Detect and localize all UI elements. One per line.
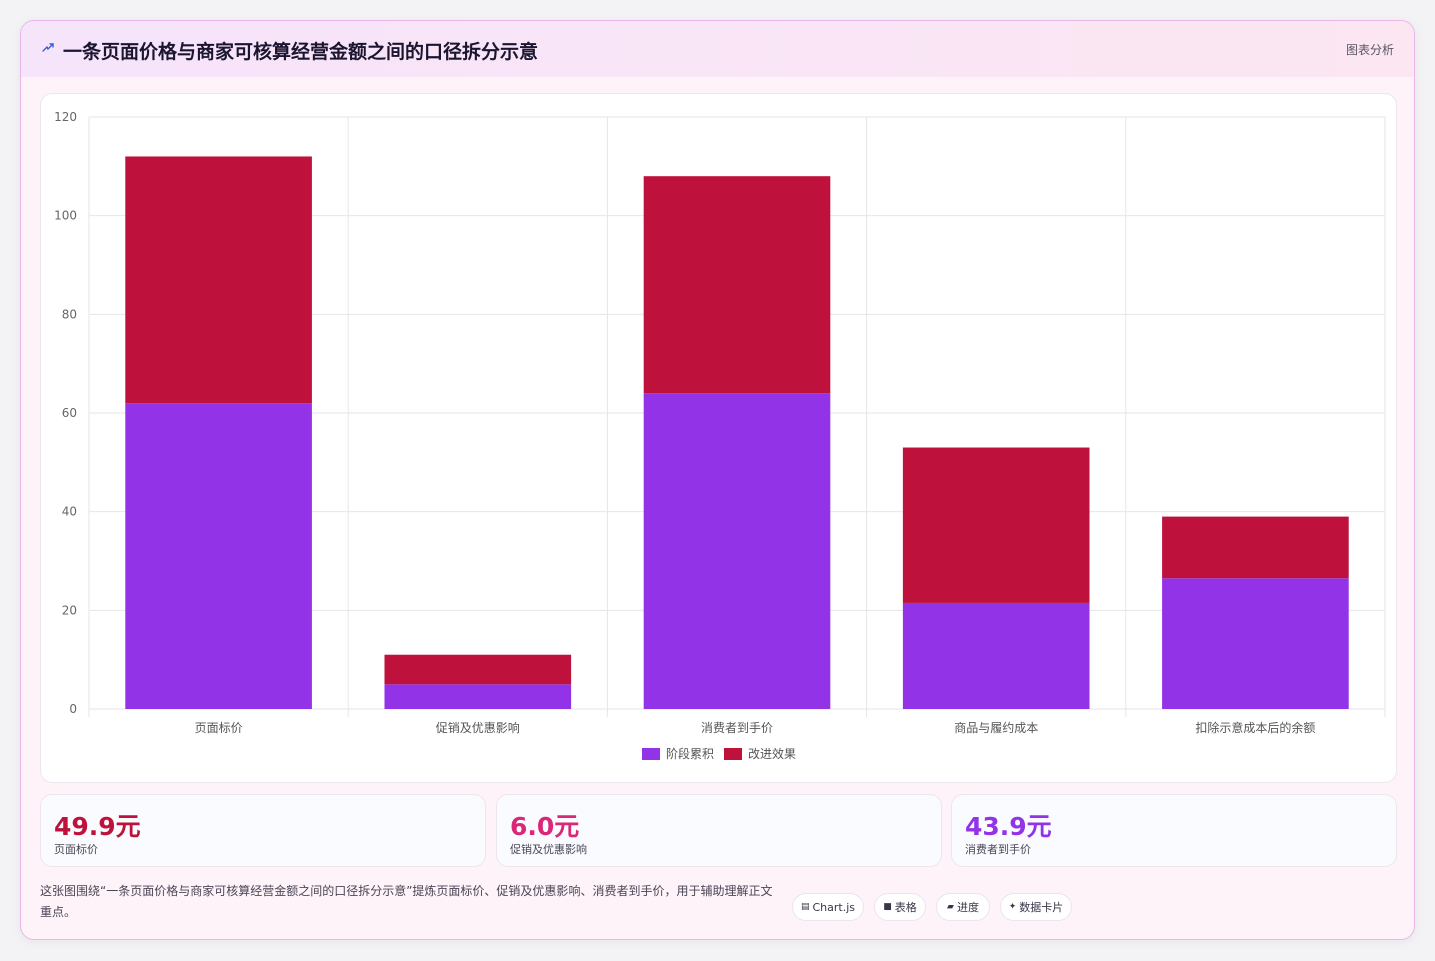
legend-label: 改进效果 bbox=[748, 746, 796, 761]
progress-icon: ▰ bbox=[947, 902, 954, 912]
chip-data-card[interactable]: ✦ 数据卡片 bbox=[1000, 893, 1072, 921]
bar-improvement-effect bbox=[384, 654, 572, 685]
chart-card: 一条页面价格与商家可核算经营金额之间的口径拆分示意 图表分析 0 20 40 60 80… bbox=[20, 20, 1415, 940]
bar-stage-cumulative bbox=[902, 602, 1090, 709]
kpi-value: 49.9元 bbox=[54, 812, 141, 841]
kpi-value: 6.0元 bbox=[510, 812, 580, 841]
legend-swatch bbox=[642, 748, 660, 760]
chip-label: 进度 bbox=[956, 901, 979, 914]
y-tick-label: 0 bbox=[69, 702, 77, 716]
bar-improvement-effect bbox=[902, 447, 1090, 603]
chip-table[interactable]: ■ 表格 bbox=[874, 893, 926, 921]
chip-progress[interactable]: ▰ 进度 bbox=[936, 893, 990, 921]
chip-label: 数据卡片 bbox=[1019, 901, 1064, 914]
y-tick-label: 80 bbox=[62, 307, 77, 321]
x-tick-label: 促销及优惠影响 bbox=[436, 720, 520, 735]
chip-chartjs[interactable]: ▤ Chart.js bbox=[792, 893, 864, 921]
x-tick-label: 扣除示意成本后的余额 bbox=[1195, 720, 1315, 735]
bar-improvement-effect bbox=[1162, 516, 1349, 579]
table-icon: ■ bbox=[883, 902, 892, 912]
y-tick-label: 100 bbox=[54, 209, 77, 223]
x-tick-label: 消费者到手价 bbox=[701, 721, 773, 735]
stacked-bar-chart: 0 20 40 60 80 100 120 页面标价 促销及优惠影响 消费者到手价 商品与履约成本 扣… bbox=[54, 110, 1386, 761]
bar-improvement-effect bbox=[125, 156, 312, 404]
kpi-value: 43.9元 bbox=[965, 812, 1052, 841]
kpi-card-final-price: 43.9元 消费者到手价 bbox=[951, 794, 1397, 867]
x-tick-label: 页面标价 bbox=[195, 721, 243, 735]
lightning-icon bbox=[42, 43, 54, 52]
y-tick-label: 60 bbox=[62, 406, 77, 420]
y-tick-label: 20 bbox=[62, 603, 77, 617]
chart-panel: 0 20 40 60 80 100 120 页面标价 促销及优惠影响 消费者到手价 商品与履约成本 扣… bbox=[40, 93, 1397, 783]
chart-icon: ▤ bbox=[800, 902, 810, 912]
bar-improvement-effect bbox=[643, 176, 831, 394]
kpi-label: 页面标价 bbox=[54, 843, 98, 856]
kpi-card-page-price: 49.9元 页面标价 bbox=[40, 794, 486, 867]
kpi-label: 消费者到手价 bbox=[965, 843, 1031, 856]
kpi-card-promotion: 6.0元 促销及优惠影响 bbox=[496, 794, 942, 867]
bar-stage-cumulative bbox=[125, 403, 312, 709]
chart-description: 这张图围绕“一条页面价格与商家可核算经营金额之间的口径拆分示意”提炼页面标价、促… bbox=[40, 884, 773, 919]
bar-stage-cumulative bbox=[643, 393, 831, 709]
page-title: 一条页面价格与商家可核算经营金额之间的口径拆分示意 bbox=[63, 41, 539, 63]
x-tick-label: 商品与履约成本 bbox=[954, 720, 1038, 735]
chart-analysis-label: 图表分析 bbox=[1345, 43, 1394, 57]
chip-label: 表格 bbox=[894, 901, 917, 914]
chip-label: Chart.js bbox=[812, 900, 856, 914]
card-header: 一条页面价格与商家可核算经营金额之间的口径拆分示意 图表分析 bbox=[21, 21, 1414, 77]
bar-stage-cumulative bbox=[1162, 578, 1349, 709]
y-tick-label: 120 bbox=[54, 110, 77, 124]
legend-swatch bbox=[724, 748, 742, 760]
bar-stage-cumulative bbox=[384, 684, 572, 709]
y-tick-label: 40 bbox=[62, 505, 77, 519]
legend-label: 阶段累积 bbox=[666, 746, 714, 761]
sparkle-icon: ✦ bbox=[1008, 902, 1017, 912]
kpi-label: 促销及优惠影响 bbox=[510, 843, 587, 856]
